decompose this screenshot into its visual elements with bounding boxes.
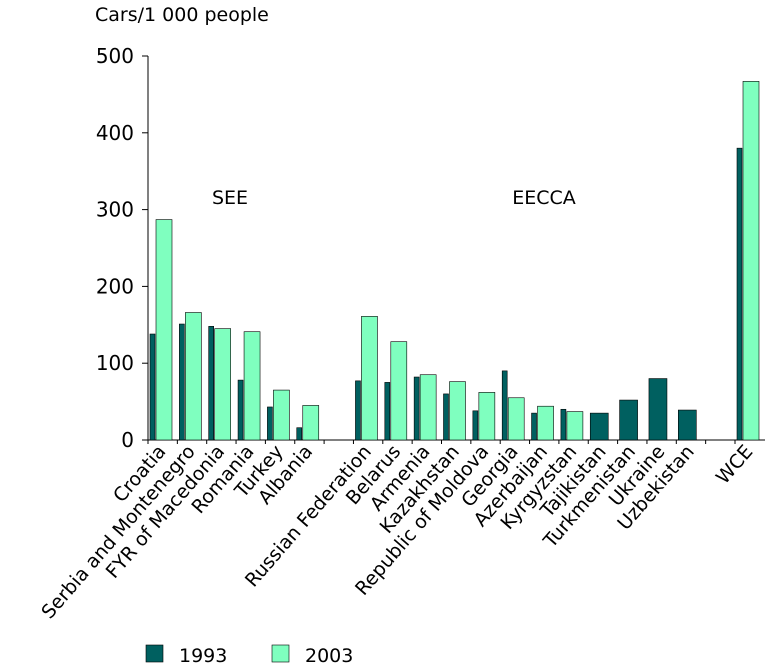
bar-1993	[208, 326, 214, 441]
bar-1993	[179, 323, 185, 441]
bar-2003	[155, 219, 173, 441]
bar-2003	[742, 81, 760, 441]
bar-2003	[214, 328, 231, 441]
bar-1993	[736, 147, 743, 441]
bar-2003	[361, 316, 378, 441]
y-tick-label: 400	[96, 121, 134, 145]
bar-2003	[449, 381, 466, 441]
bar-1993	[237, 379, 244, 441]
bar-1993	[619, 399, 638, 441]
bar-1993	[531, 412, 537, 441]
y-tick-label: 300	[96, 198, 134, 222]
x-tick-label: WCE	[712, 441, 758, 489]
annotation-eecca: EECCA	[512, 187, 576, 209]
bar-1993	[413, 376, 420, 441]
legend-label-1993: 1993	[179, 645, 227, 667]
bar-1993	[648, 378, 668, 441]
y-tick-label: 0	[121, 428, 134, 452]
bar-2003	[507, 397, 525, 441]
y-axis-ticks: 0 100 200 300 400 500	[96, 44, 148, 452]
bar-1993	[472, 410, 479, 441]
bar-2003	[390, 341, 408, 441]
legend: 1993 2003	[145, 644, 353, 667]
legend-label-2003: 2003	[305, 645, 353, 667]
bar-1993	[560, 408, 567, 441]
y-tick-label: 500	[96, 44, 134, 68]
bar-1993	[589, 412, 609, 441]
bar-2003	[566, 411, 584, 441]
y-axis-label: Cars/1 000 people	[95, 4, 269, 26]
legend-swatch-1993	[145, 644, 164, 663]
bar-1993	[677, 409, 697, 441]
bar-1993	[296, 427, 303, 441]
bar-2003	[243, 331, 261, 441]
bar-1993	[443, 393, 449, 441]
bar-2003	[419, 374, 437, 441]
bars	[147, 81, 760, 444]
bar-1993	[149, 333, 156, 441]
x-tick-label: Serbia and Montenegro	[37, 441, 200, 623]
bar-2003	[302, 405, 320, 441]
annotation-see: SEE	[212, 187, 248, 209]
bar-2003	[273, 389, 290, 441]
y-tick-label: 200	[96, 274, 134, 298]
bar-2003	[185, 312, 202, 441]
legend-swatch-2003	[271, 644, 290, 663]
bar-2003	[478, 392, 496, 441]
bar-1993	[384, 382, 391, 441]
bar-1993	[501, 370, 508, 441]
y-tick-label: 100	[96, 351, 134, 375]
bar-1993	[267, 406, 273, 441]
bar-2003	[537, 405, 554, 441]
bar-1993	[355, 380, 361, 441]
